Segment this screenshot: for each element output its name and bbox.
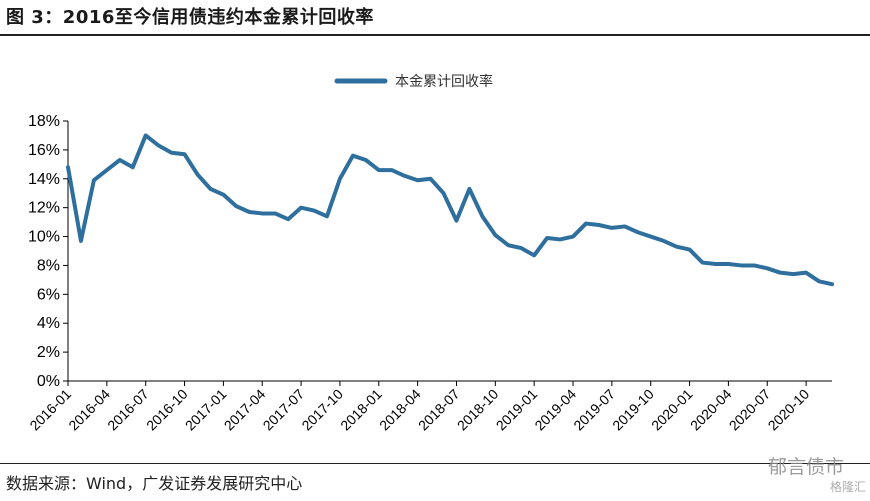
y-tick-label: 0%	[37, 373, 60, 390]
y-tick-label: 2%	[37, 344, 60, 361]
y-axis: 0% 2% 4% 6% 8% 10% 12% 14% 16% 18%	[28, 113, 69, 390]
y-tick-label: 6%	[37, 286, 60, 303]
x-tick-label: 2017-01	[182, 386, 230, 434]
chart-svg: 本金累计回收率 0% 2% 4% 6% 8% 10% 12% 14% 16% 18% 2016-0…	[26, 73, 834, 434]
x-tick-label: 2019-04	[531, 386, 579, 434]
y-tick-label: 16%	[28, 142, 60, 159]
x-tick-label: 2020-01	[648, 386, 696, 434]
x-axis: 2016-012016-042016-072016-102017-012017-…	[26, 380, 832, 434]
source-note: 数据来源：Wind，广发证券发展研究中心	[6, 474, 303, 493]
x-tick-label: 2018-10	[454, 386, 502, 434]
x-tick-label: 2017-10	[298, 386, 346, 434]
x-tick-label: 2020-07	[726, 386, 774, 434]
title-divider	[0, 34, 870, 36]
figure-title: 图 3：2016至今信用债违约本金累计回收率	[6, 7, 374, 28]
x-tick-label: 2018-01	[337, 386, 385, 434]
x-tick-label: 2019-07	[570, 386, 618, 434]
x-tick-label: 2017-07	[260, 386, 308, 434]
x-tick-label: 2019-01	[493, 386, 541, 434]
plot-area	[66, 133, 834, 287]
legend: 本金累计回收率	[334, 73, 493, 90]
x-tick-label: 2018-07	[415, 386, 463, 434]
series-line-0	[66, 133, 834, 287]
x-tick-label: 2018-04	[376, 386, 424, 434]
x-tick-label: 2016-10	[143, 386, 191, 434]
watermark-small: 格隆汇	[829, 480, 866, 494]
x-tick-label: 2019-10	[609, 386, 657, 434]
legend-label: 本金累计回收率	[395, 73, 493, 90]
x-tick-label: 2017-04	[221, 386, 269, 434]
watermark-logo: 郁言债市	[767, 456, 844, 478]
y-tick-label: 18%	[28, 113, 60, 130]
x-tick-label: 2016-04	[65, 386, 113, 434]
x-tick-label: 2016-07	[104, 386, 152, 434]
x-tick-label: 2020-04	[687, 386, 735, 434]
source-divider	[0, 463, 870, 464]
y-tick-label: 14%	[28, 171, 60, 188]
y-tick-label: 4%	[37, 315, 60, 332]
y-tick-label: 8%	[37, 257, 60, 274]
chart-panel: 本金累计回收率 0% 2% 4% 6% 8% 10% 12% 14% 16% 18% 2016-0…	[0, 36, 870, 463]
x-tick-label: 2016-01	[26, 386, 74, 434]
y-tick-label: 12%	[28, 200, 60, 217]
y-tick-label: 10%	[28, 229, 60, 246]
x-tick-label: 2020-10	[765, 386, 813, 434]
